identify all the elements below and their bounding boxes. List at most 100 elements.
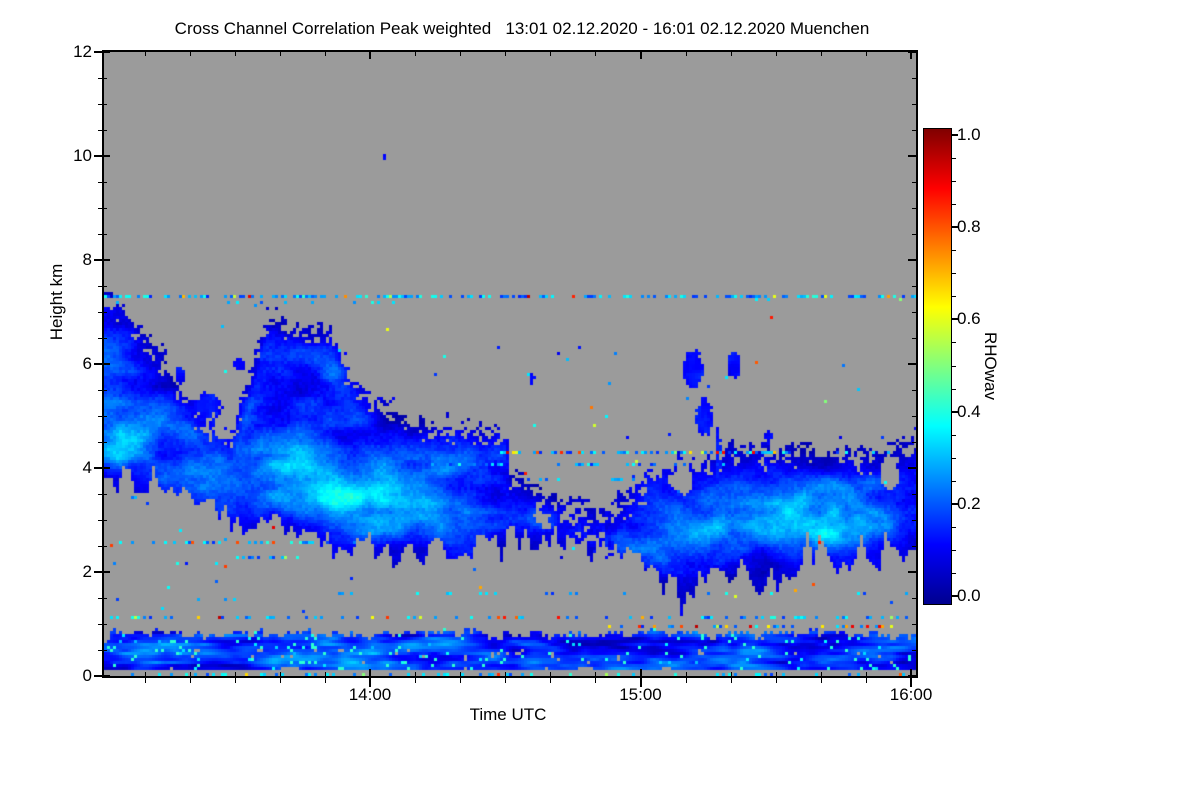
colorbar-tick-label: 0.0 xyxy=(957,586,981,605)
tick-mark xyxy=(189,678,191,683)
colorbar-tick-label: 0.6 xyxy=(957,309,981,329)
y-tick-label: 10 xyxy=(73,146,92,165)
y-tick-label: 12 xyxy=(73,42,92,61)
tick-mark xyxy=(104,598,107,599)
tick-mark xyxy=(912,208,916,209)
tick-mark xyxy=(952,204,956,206)
tick-mark xyxy=(952,250,956,252)
tick-mark xyxy=(144,678,146,683)
tick-mark xyxy=(189,52,191,56)
tick-mark xyxy=(324,678,326,683)
tick-mark xyxy=(550,672,552,676)
tick-mark xyxy=(952,273,956,275)
tick-mark xyxy=(952,457,956,459)
x-tick-label: 15:00 xyxy=(619,685,662,704)
tick-mark xyxy=(369,669,371,676)
tick-mark xyxy=(912,78,916,79)
tick-mark xyxy=(279,672,281,676)
tick-mark xyxy=(104,312,107,313)
tick-mark xyxy=(415,672,417,676)
tick-mark xyxy=(952,388,956,390)
tick-mark xyxy=(104,520,107,521)
tick-mark xyxy=(910,678,913,687)
tick-mark xyxy=(104,155,110,157)
tick-mark xyxy=(98,442,102,443)
tick-mark xyxy=(94,363,102,365)
tick-mark xyxy=(912,520,916,521)
tick-mark xyxy=(94,675,102,677)
tick-mark xyxy=(595,52,597,56)
colorbar-tick-label: 0.2 xyxy=(957,493,981,513)
tick-mark xyxy=(104,546,107,547)
tick-mark xyxy=(775,678,777,683)
tick-mark xyxy=(912,442,916,443)
tick-mark xyxy=(98,234,102,235)
tick-mark xyxy=(104,51,110,53)
tick-mark xyxy=(912,338,916,339)
tick-mark xyxy=(908,467,916,469)
tick-mark xyxy=(912,416,916,417)
tick-mark xyxy=(279,678,281,683)
tick-mark xyxy=(505,672,507,676)
tick-mark xyxy=(98,208,102,209)
colorbar xyxy=(923,128,952,605)
tick-mark xyxy=(94,51,102,53)
tick-mark xyxy=(908,51,916,53)
colorbar-tick-label: 0.4 xyxy=(957,401,981,421)
tick-mark xyxy=(912,286,916,287)
tick-mark xyxy=(460,52,462,56)
tick-mark xyxy=(104,390,107,391)
tick-mark xyxy=(505,52,507,56)
tick-mark xyxy=(104,338,107,339)
tick-mark xyxy=(952,549,956,551)
tick-mark xyxy=(730,678,732,683)
tick-mark xyxy=(730,672,732,676)
tick-mark xyxy=(952,502,958,505)
tick-mark xyxy=(104,624,107,625)
tick-mark xyxy=(324,52,326,56)
tick-mark xyxy=(104,363,110,365)
tick-mark xyxy=(775,672,777,676)
tick-mark xyxy=(104,675,110,677)
tick-mark xyxy=(104,182,107,183)
tick-mark xyxy=(820,672,822,676)
tick-mark xyxy=(912,624,916,625)
tick-mark xyxy=(104,286,107,287)
tick-mark xyxy=(639,669,642,676)
tick-mark xyxy=(98,598,102,599)
tick-mark xyxy=(98,286,102,287)
tick-mark xyxy=(98,390,102,391)
tick-mark xyxy=(505,678,507,683)
tick-mark xyxy=(912,234,916,235)
tick-mark xyxy=(98,520,102,521)
tick-mark xyxy=(912,182,916,183)
tick-mark xyxy=(369,678,371,687)
tick-mark xyxy=(324,672,326,676)
tick-mark xyxy=(98,104,102,105)
tick-mark xyxy=(952,226,958,229)
x-tick-label: 16:00 xyxy=(889,685,933,704)
colorbar-gradient xyxy=(924,129,951,604)
tick-mark xyxy=(952,595,958,597)
tick-mark xyxy=(98,650,102,651)
tick-mark xyxy=(952,181,956,183)
y-tick-label: 2 xyxy=(82,562,92,581)
tick-mark xyxy=(98,78,102,79)
tick-mark xyxy=(98,130,102,131)
tick-mark xyxy=(94,259,102,261)
tick-mark xyxy=(912,650,916,651)
y-axis-title: Height km xyxy=(47,263,66,341)
tick-mark xyxy=(952,158,956,160)
tick-mark xyxy=(820,678,822,683)
tick-mark xyxy=(104,234,107,235)
tick-mark xyxy=(279,52,281,56)
tick-mark xyxy=(369,52,371,59)
plot-frame xyxy=(102,50,918,678)
tick-mark xyxy=(144,52,146,56)
tick-mark xyxy=(952,434,956,436)
tick-mark xyxy=(104,571,110,573)
tick-mark xyxy=(952,296,956,298)
tick-mark xyxy=(104,208,107,209)
y-tick-label: 6 xyxy=(82,354,92,373)
tick-mark xyxy=(912,546,916,547)
